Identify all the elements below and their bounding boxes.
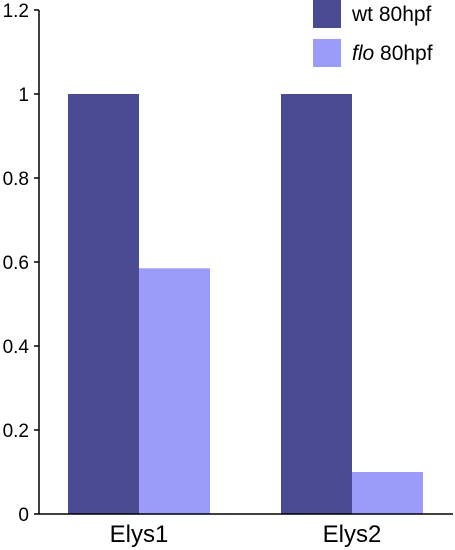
legend-swatch-flo [313,39,341,67]
y-ticks-group: 0 0.2 0.4 0.6 0.8 1 1.2 [3,1,39,526]
bar-elys2-series-2 [352,472,423,514]
y-tick-label: 1.2 [3,1,29,22]
legend-swatch-wt [313,0,341,28]
y-tick-label: 0.4 [3,337,30,358]
legend-label-wt: wt 80hpf [351,3,432,26]
bar-elys1-series-1 [68,94,139,514]
bar-elys1-series-2 [139,268,210,514]
y-tick-label: 0 [18,505,29,526]
bar-elys2-series-1 [281,94,352,514]
y-tick-label: 0.2 [3,421,29,442]
legend-label-flo: flo 80hpf [352,42,433,65]
category-labels-group: Elys1 Elys2 [110,521,382,548]
y-tick-label: 0.6 [3,253,29,274]
bars-group [68,94,423,514]
legend: wt 80hpf flo 80hpf [313,0,433,67]
y-tick-label: 0.8 [3,169,29,190]
x-category-label: Elys2 [323,521,382,548]
y-tick-label: 1 [18,85,29,106]
x-category-label: Elys1 [110,521,169,548]
